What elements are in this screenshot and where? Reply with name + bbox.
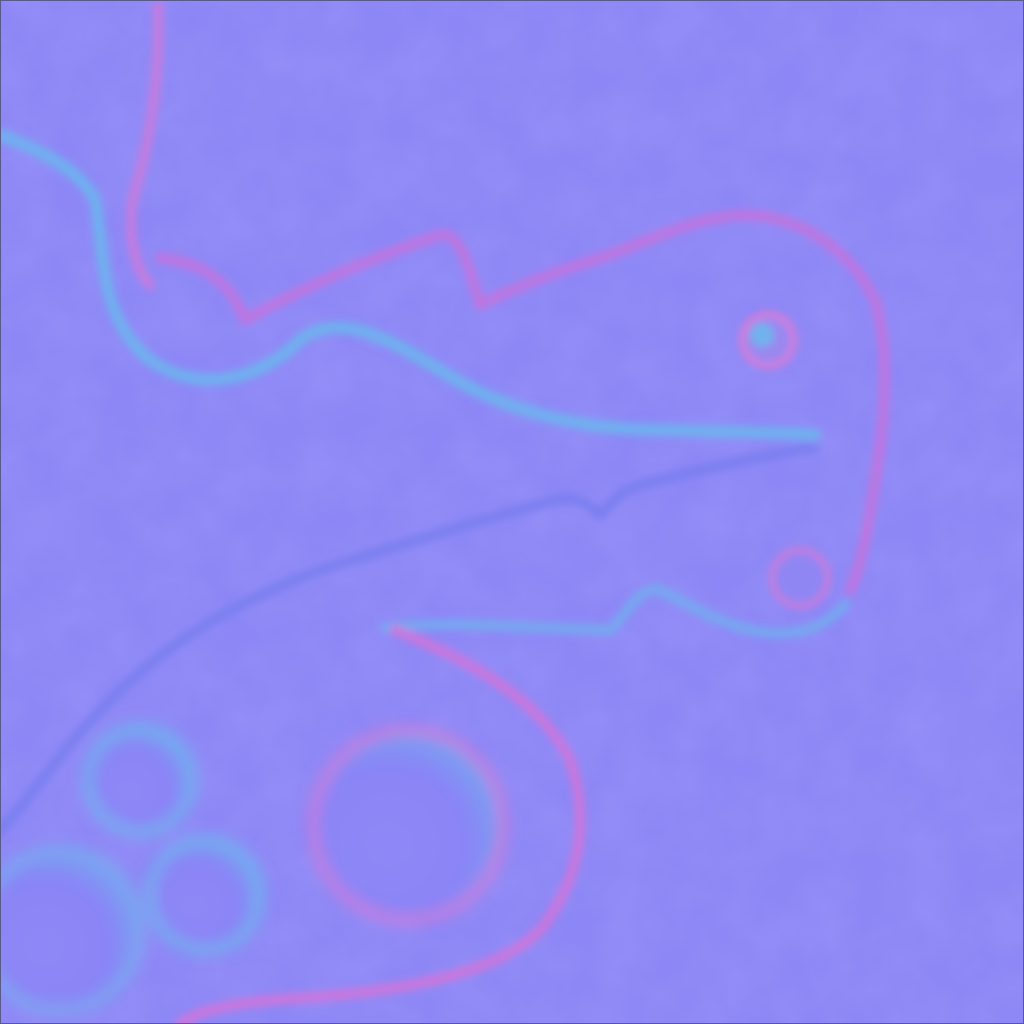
- ridge-outline-icon: [0, 0, 890, 1024]
- eye-bump-icon: [739, 311, 831, 609]
- circle-bump-icon: [0, 723, 508, 1015]
